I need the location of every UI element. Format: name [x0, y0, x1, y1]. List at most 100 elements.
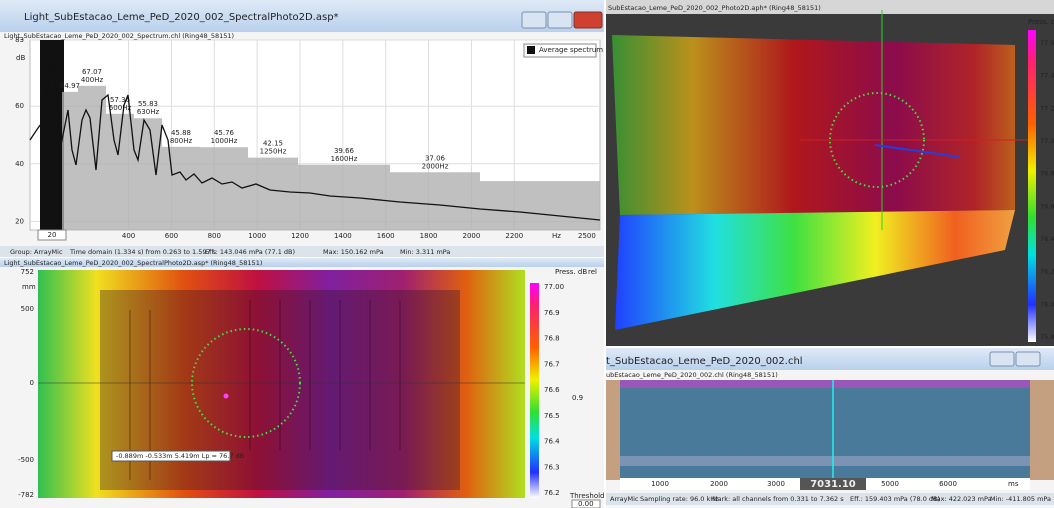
colorbar-label: 76.2 — [1040, 268, 1054, 276]
equipment-overlay — [612, 35, 1015, 215]
y-unit: dB — [16, 54, 25, 62]
band-level: 37.06 — [425, 154, 446, 162]
spectrum-curve — [29, 59, 601, 221]
window-title: t_SubEstacao_Leme_PeD_2020_002.chl — [606, 356, 803, 367]
status-bar — [0, 246, 604, 257]
band-freq: 1600Hz — [331, 155, 358, 163]
colorbar-label: 76.4 — [1040, 235, 1054, 243]
band-level: 42.15 — [263, 140, 283, 148]
x-tick-label: 2000 — [463, 232, 481, 240]
status-field: Min: 3.311 mPa — [400, 248, 450, 256]
colorbar-label: 77.00 — [544, 283, 564, 291]
band-level: 64.97 — [60, 82, 80, 90]
cursor-box — [37, 229, 67, 241]
x-unit: ms — [1008, 480, 1019, 488]
colorbar-label: 77.4 — [1040, 72, 1054, 80]
x-tick-label: 6000 — [939, 480, 957, 488]
cursor-box — [800, 478, 866, 490]
floor-plane — [615, 210, 1015, 330]
colorbar-title: Press. dB — [1028, 18, 1054, 26]
window-title: SubEstacao_Leme_PeD_2020_002_Photo2D.aph… — [608, 4, 821, 12]
status-field: Max: 422.023 mPa — [931, 495, 992, 503]
chart-subtitle: ubEstacao_Leme_PeD_2020_002.chl (Ring48_… — [606, 371, 778, 379]
chart-subtitle: Light_SubEstacao_Leme_PeD_2020_002_Spect… — [4, 32, 234, 40]
status-field: Min: -411.805 mPa — [990, 495, 1051, 503]
colorbar-label: 76.3 — [544, 463, 560, 471]
maximize-button[interactable] — [1015, 351, 1041, 367]
colorbar — [1028, 30, 1036, 342]
colorbar — [530, 283, 539, 498]
threshold-value: 0.00 — [578, 500, 594, 508]
rel-value: 0.9 — [572, 394, 583, 402]
y-tick-label: 500 — [21, 305, 34, 313]
transformer-fins — [129, 300, 401, 480]
y-tick-label: 20 — [15, 217, 24, 225]
x-tick-label: 400 — [122, 232, 135, 240]
minimize-button[interactable] — [521, 11, 547, 29]
close-button[interactable] — [573, 11, 603, 29]
minimize-button[interactable] — [989, 351, 1015, 367]
y-tick-label: 0 — [30, 379, 34, 387]
x-tick-label: 1400 — [334, 232, 352, 240]
band-bar — [106, 113, 134, 230]
colorbar-label: 76.6 — [1040, 202, 1054, 210]
status-field: Eff.: 143.046 mPa (77.1 dB) — [205, 248, 295, 256]
band-freq: 500Hz — [109, 104, 132, 112]
colorbar-label: 76.0 — [1040, 300, 1054, 308]
x-tick-label: 2200 — [505, 232, 523, 240]
window-title: Light_SubEstacao_Leme_PeD_2020_002_Spect… — [24, 12, 339, 23]
band-level: 67.07 — [82, 68, 102, 76]
threshold-label: Threshold — [569, 492, 605, 500]
band-freq: 1250Hz — [260, 148, 287, 156]
status-field: Mark: all channels from 0.331 to 7.362 s — [712, 495, 844, 503]
y-unit: mm — [22, 283, 36, 291]
colorbar-rel: rel — [588, 268, 597, 276]
band-freq: 400Hz — [81, 76, 104, 84]
colorbar-label: 76.4 — [544, 438, 560, 446]
status-field: Max: 150.162 mPa — [323, 248, 384, 256]
band-bar — [162, 146, 200, 230]
window-title: Light_SubEstacao_Leme_PeD_2020_002_Spect… — [4, 259, 262, 267]
maximize-button[interactable] — [547, 11, 573, 29]
y-tick-label: 83 — [15, 36, 24, 44]
x-tick-label: 3000 — [767, 480, 785, 488]
title-bar — [606, 348, 1054, 370]
colorbar-label: 76.8 — [1040, 170, 1054, 178]
status-field: Group: ArrayMic — [10, 248, 63, 256]
colorbar-title: Press. dB — [555, 268, 587, 276]
band-freq: 2000Hz — [422, 162, 449, 170]
cursor-label: 7031.10 — [810, 479, 856, 490]
signal-bottom — [620, 456, 1030, 466]
band-bar — [62, 91, 78, 231]
cursor-band — [40, 40, 64, 230]
y-tick-label: 60 — [15, 102, 24, 110]
colorbar-label: 77.6 — [1040, 39, 1054, 47]
threshold-input[interactable] — [571, 499, 601, 508]
band-bar — [390, 172, 480, 230]
colorbar-label: 75.8 — [1040, 333, 1054, 341]
band-bar — [200, 147, 248, 230]
source-circle — [191, 328, 301, 438]
status-field: Sampling rate: 96.0 kHz — [640, 495, 719, 503]
band-bar — [134, 118, 162, 230]
colorbar-label: 76.8 — [544, 335, 560, 343]
source-marker — [223, 393, 229, 399]
legend-swatch — [527, 46, 535, 54]
cursor-label: 20 — [48, 231, 57, 239]
x-tick-label: 1200 — [291, 232, 309, 240]
band-bar — [248, 157, 298, 230]
band-level: 57.36 — [110, 96, 131, 104]
x-tick-label: 1800 — [420, 232, 438, 240]
title-bar — [0, 0, 604, 32]
band-level: 55.83 — [138, 100, 158, 108]
band-freq: 630Hz — [137, 108, 160, 116]
signal-top — [620, 380, 1030, 388]
status-field: Eff.: 159.403 mPa (78.0 dB) — [850, 495, 940, 503]
band-level: 39.66 — [334, 147, 355, 155]
tooltip-text: -0.889m -0.533m 5.419m Lp = 76.7 dB — [116, 452, 244, 460]
axis-z — [874, 144, 961, 158]
y-tick-label: -500 — [18, 456, 34, 464]
y-tick-label: -782 — [18, 491, 34, 499]
band-level: 45.88 — [171, 129, 191, 137]
y-tick-label: 752 — [21, 268, 34, 276]
